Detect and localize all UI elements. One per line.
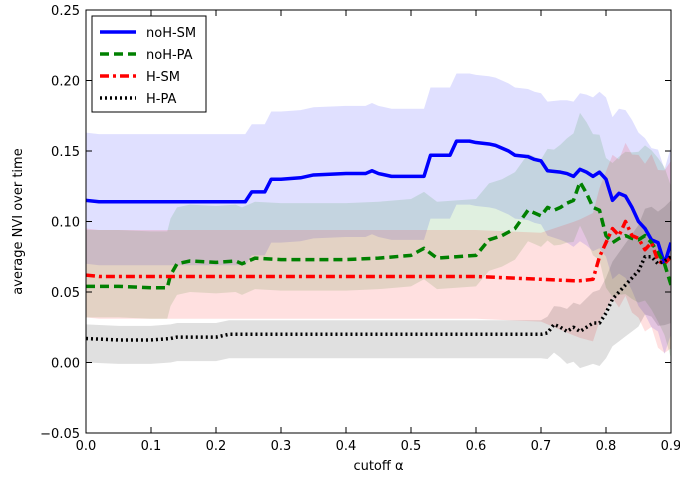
legend-label-noh-pa: noH-PA <box>146 48 193 63</box>
band-h-sm <box>86 142 671 353</box>
legend-label-h-sm: H-SM <box>146 70 180 85</box>
legend-label-h-pa: H-PA <box>146 92 176 107</box>
band-noh-pa <box>86 112 671 359</box>
y-axis: −0.05 0.00 0.05 0.10 0.15 0.20 0.25 <box>40 4 671 442</box>
band-h-pa <box>86 200 671 369</box>
confidence-bands <box>86 73 671 369</box>
x-tick-label: 0.2 <box>206 439 227 454</box>
x-tick-label: 0.5 <box>401 439 422 454</box>
x-tick-label: 0.4 <box>336 439 357 454</box>
x-tick-label: 0.9 <box>661 439 680 454</box>
legend-label-noh-sm: noH-SM <box>146 26 196 41</box>
series-lines <box>86 139 671 342</box>
band-noh-sm <box>86 73 671 355</box>
y-tick-label: −0.05 <box>40 427 80 442</box>
y-axis-label: average NVI over time <box>11 148 26 294</box>
x-axis-label: cutoff α <box>353 459 403 474</box>
y-tick-label: 0.15 <box>51 145 80 160</box>
x-tick-label: 0.8 <box>596 439 617 454</box>
y-tick-label: 0.05 <box>51 286 80 301</box>
series-line-h-sm <box>86 219 671 283</box>
y-tick-label: 0.25 <box>51 4 80 19</box>
series-line-noh-pa <box>86 180 671 290</box>
x-tick-label: 0.3 <box>271 439 292 454</box>
x-axis: 0.0 0.1 0.2 0.3 0.4 0.5 0.6 0.7 0.8 0.9 <box>76 10 680 454</box>
y-tick-label: 0.10 <box>51 216 80 231</box>
legend: noH-SM noH-PA H-SM H-PA <box>91 15 207 113</box>
y-tick-label: 0.00 <box>51 357 80 372</box>
series-line-h-pa <box>86 255 671 342</box>
y-tick-label: 0.20 <box>51 75 80 90</box>
series-line-noh-sm <box>86 139 671 266</box>
x-tick-label: 0.0 <box>76 439 97 454</box>
x-tick-label: 0.6 <box>466 439 487 454</box>
x-tick-label: 0.7 <box>531 439 552 454</box>
x-tick-label: 0.1 <box>141 439 162 454</box>
